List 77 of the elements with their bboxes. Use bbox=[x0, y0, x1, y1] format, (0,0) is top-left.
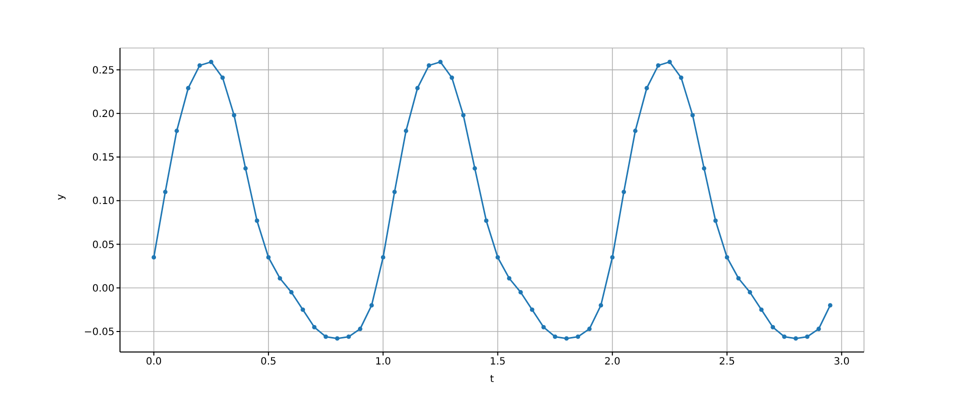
y-tick-label: 0.00 bbox=[92, 283, 114, 294]
point bbox=[678, 75, 684, 80]
point bbox=[690, 112, 695, 118]
point bbox=[828, 303, 832, 308]
point bbox=[484, 218, 488, 223]
point bbox=[644, 86, 649, 90]
point bbox=[404, 128, 408, 134]
point bbox=[220, 75, 225, 80]
point bbox=[748, 290, 752, 294]
point bbox=[266, 255, 271, 260]
point bbox=[576, 334, 580, 339]
point bbox=[174, 128, 179, 134]
y-tick-label: 0.05 bbox=[92, 240, 114, 251]
point bbox=[724, 255, 730, 260]
y-axis-title: y bbox=[56, 194, 67, 200]
y-tick-label: 0.15 bbox=[92, 152, 114, 164]
point bbox=[163, 190, 168, 194]
point bbox=[152, 255, 156, 260]
point bbox=[450, 75, 454, 80]
x-tick-label: 0.0 bbox=[146, 356, 162, 368]
point bbox=[208, 60, 214, 64]
point bbox=[702, 166, 706, 171]
x-tick-label: 1.0 bbox=[375, 356, 392, 368]
point bbox=[438, 60, 443, 64]
point bbox=[278, 276, 282, 280]
point bbox=[358, 326, 362, 332]
point bbox=[530, 307, 534, 312]
point bbox=[564, 336, 569, 341]
point bbox=[426, 63, 432, 68]
point bbox=[541, 324, 546, 330]
point bbox=[518, 290, 523, 294]
point bbox=[598, 303, 604, 308]
y-tick-label: −0.05 bbox=[84, 327, 114, 338]
point bbox=[713, 218, 718, 223]
point bbox=[380, 255, 386, 260]
x-axis-title: t bbox=[490, 374, 494, 385]
x-tick-label: 2.0 bbox=[604, 356, 620, 368]
point bbox=[186, 86, 190, 90]
point bbox=[243, 166, 248, 171]
point bbox=[369, 303, 374, 308]
x-tick-label: 1.5 bbox=[490, 356, 506, 368]
point bbox=[496, 255, 500, 260]
point bbox=[392, 190, 397, 194]
point bbox=[770, 324, 776, 330]
point bbox=[782, 334, 787, 339]
point bbox=[667, 60, 672, 64]
point bbox=[461, 112, 466, 118]
point bbox=[587, 326, 592, 332]
point bbox=[610, 255, 615, 260]
x-tick-label: 0.5 bbox=[260, 356, 276, 368]
y-tick-label: 0.10 bbox=[92, 196, 114, 208]
point bbox=[805, 334, 810, 339]
point bbox=[232, 112, 236, 118]
point bbox=[759, 307, 764, 312]
point bbox=[794, 336, 798, 341]
y-tick-label: 0.25 bbox=[92, 65, 114, 76]
point bbox=[552, 334, 558, 339]
point bbox=[312, 324, 317, 330]
point bbox=[415, 86, 420, 90]
point bbox=[300, 307, 306, 312]
point bbox=[197, 63, 202, 68]
point bbox=[736, 276, 741, 280]
point bbox=[622, 190, 626, 194]
line-series bbox=[152, 60, 832, 341]
point bbox=[506, 276, 512, 280]
point bbox=[254, 218, 260, 223]
point bbox=[289, 290, 294, 294]
y-tick-label: 0.20 bbox=[92, 108, 114, 120]
point bbox=[472, 166, 478, 171]
x-tick-label: 2.5 bbox=[719, 356, 735, 368]
point bbox=[346, 334, 351, 339]
point bbox=[656, 63, 660, 68]
point bbox=[335, 336, 340, 341]
point bbox=[324, 334, 328, 339]
point bbox=[816, 326, 821, 332]
point bbox=[633, 128, 638, 134]
x-tick-label: 3.0 bbox=[834, 356, 850, 368]
